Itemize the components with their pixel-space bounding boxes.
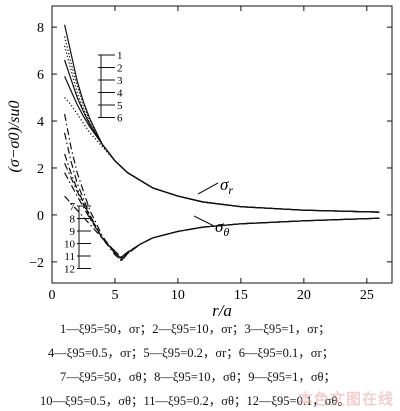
x-tick-label: 20 xyxy=(297,288,311,303)
curve-label-sigma-theta-leader xyxy=(193,215,215,227)
chart-series xyxy=(63,24,380,262)
y-tick-label: 4 xyxy=(37,115,44,130)
legend-sigma-theta-label: 10 xyxy=(64,239,76,251)
legend-sigma-theta-label: 12 xyxy=(64,264,75,276)
series-line-8 xyxy=(64,132,380,262)
caption-line-4: 10—ξ95=0.5，σθ；11—ξ95=0.2，σθ；12—ξ95=0.1，σ… xyxy=(40,394,350,408)
curve-label-sigma-r: σr xyxy=(220,175,233,197)
caption-line-2: 4—ξ95=0.5，σr；5—ξ95=0.2，σr；6—ξ95=0.1，σr； xyxy=(48,346,335,360)
curve-label-sigma-r-leader xyxy=(197,182,219,195)
series-line-10 xyxy=(64,172,380,258)
legend-sigma-theta-label: 7 xyxy=(70,201,76,213)
x-axis-label: r/a xyxy=(212,301,232,318)
legend-sigma-r-label: 6 xyxy=(117,113,123,125)
series-line-6 xyxy=(64,59,380,213)
y-tick-label: 6 xyxy=(37,68,44,83)
series-line-4 xyxy=(64,97,380,213)
legend-sigma-theta-label: 9 xyxy=(70,226,76,238)
legend-sigma-theta-label: 8 xyxy=(70,214,76,226)
x-tick-label: 10 xyxy=(171,288,185,303)
caption-line-3: 7—ξ95=50，σθ；8—ξ95=10，σθ；9—ξ95=1，σθ； xyxy=(60,370,337,384)
x-tick-label: 5 xyxy=(111,288,118,303)
caption-line-1: 1—ξ95=50，σr；2—ξ95=10，σr；3—ξ95=1，σr； xyxy=(60,322,331,336)
series-line-9 xyxy=(64,153,380,259)
legend-sigma-r-label: 3 xyxy=(117,75,123,87)
watermark: 本色文图在线 xyxy=(297,390,394,408)
y-axis-label: (σ−σ0)/su0 xyxy=(6,101,23,173)
legend-sigma-theta-label: 11 xyxy=(64,251,75,263)
y-tick-label: 2 xyxy=(37,162,44,177)
legend-sigma-r-label: 2 xyxy=(117,63,123,75)
x-tick-label: 25 xyxy=(360,288,374,303)
legend-sigma-r-label: 5 xyxy=(117,100,123,112)
plot-frame xyxy=(51,5,393,284)
y-tick-label: 0 xyxy=(37,209,44,224)
x-tick-label: 0 xyxy=(49,288,56,303)
curve-label-sigma-theta: σθ xyxy=(215,217,229,239)
series-line-3 xyxy=(63,45,380,213)
y-tick-label: 8 xyxy=(37,21,44,36)
y-tick-label: −2 xyxy=(29,256,44,271)
x-tick-label: 15 xyxy=(234,288,248,303)
legend-sigma-r-label: 4 xyxy=(117,88,123,100)
series-line-11 xyxy=(64,195,380,258)
legend-sigma-r-label: 1 xyxy=(117,50,123,62)
series-line-12 xyxy=(64,163,380,261)
